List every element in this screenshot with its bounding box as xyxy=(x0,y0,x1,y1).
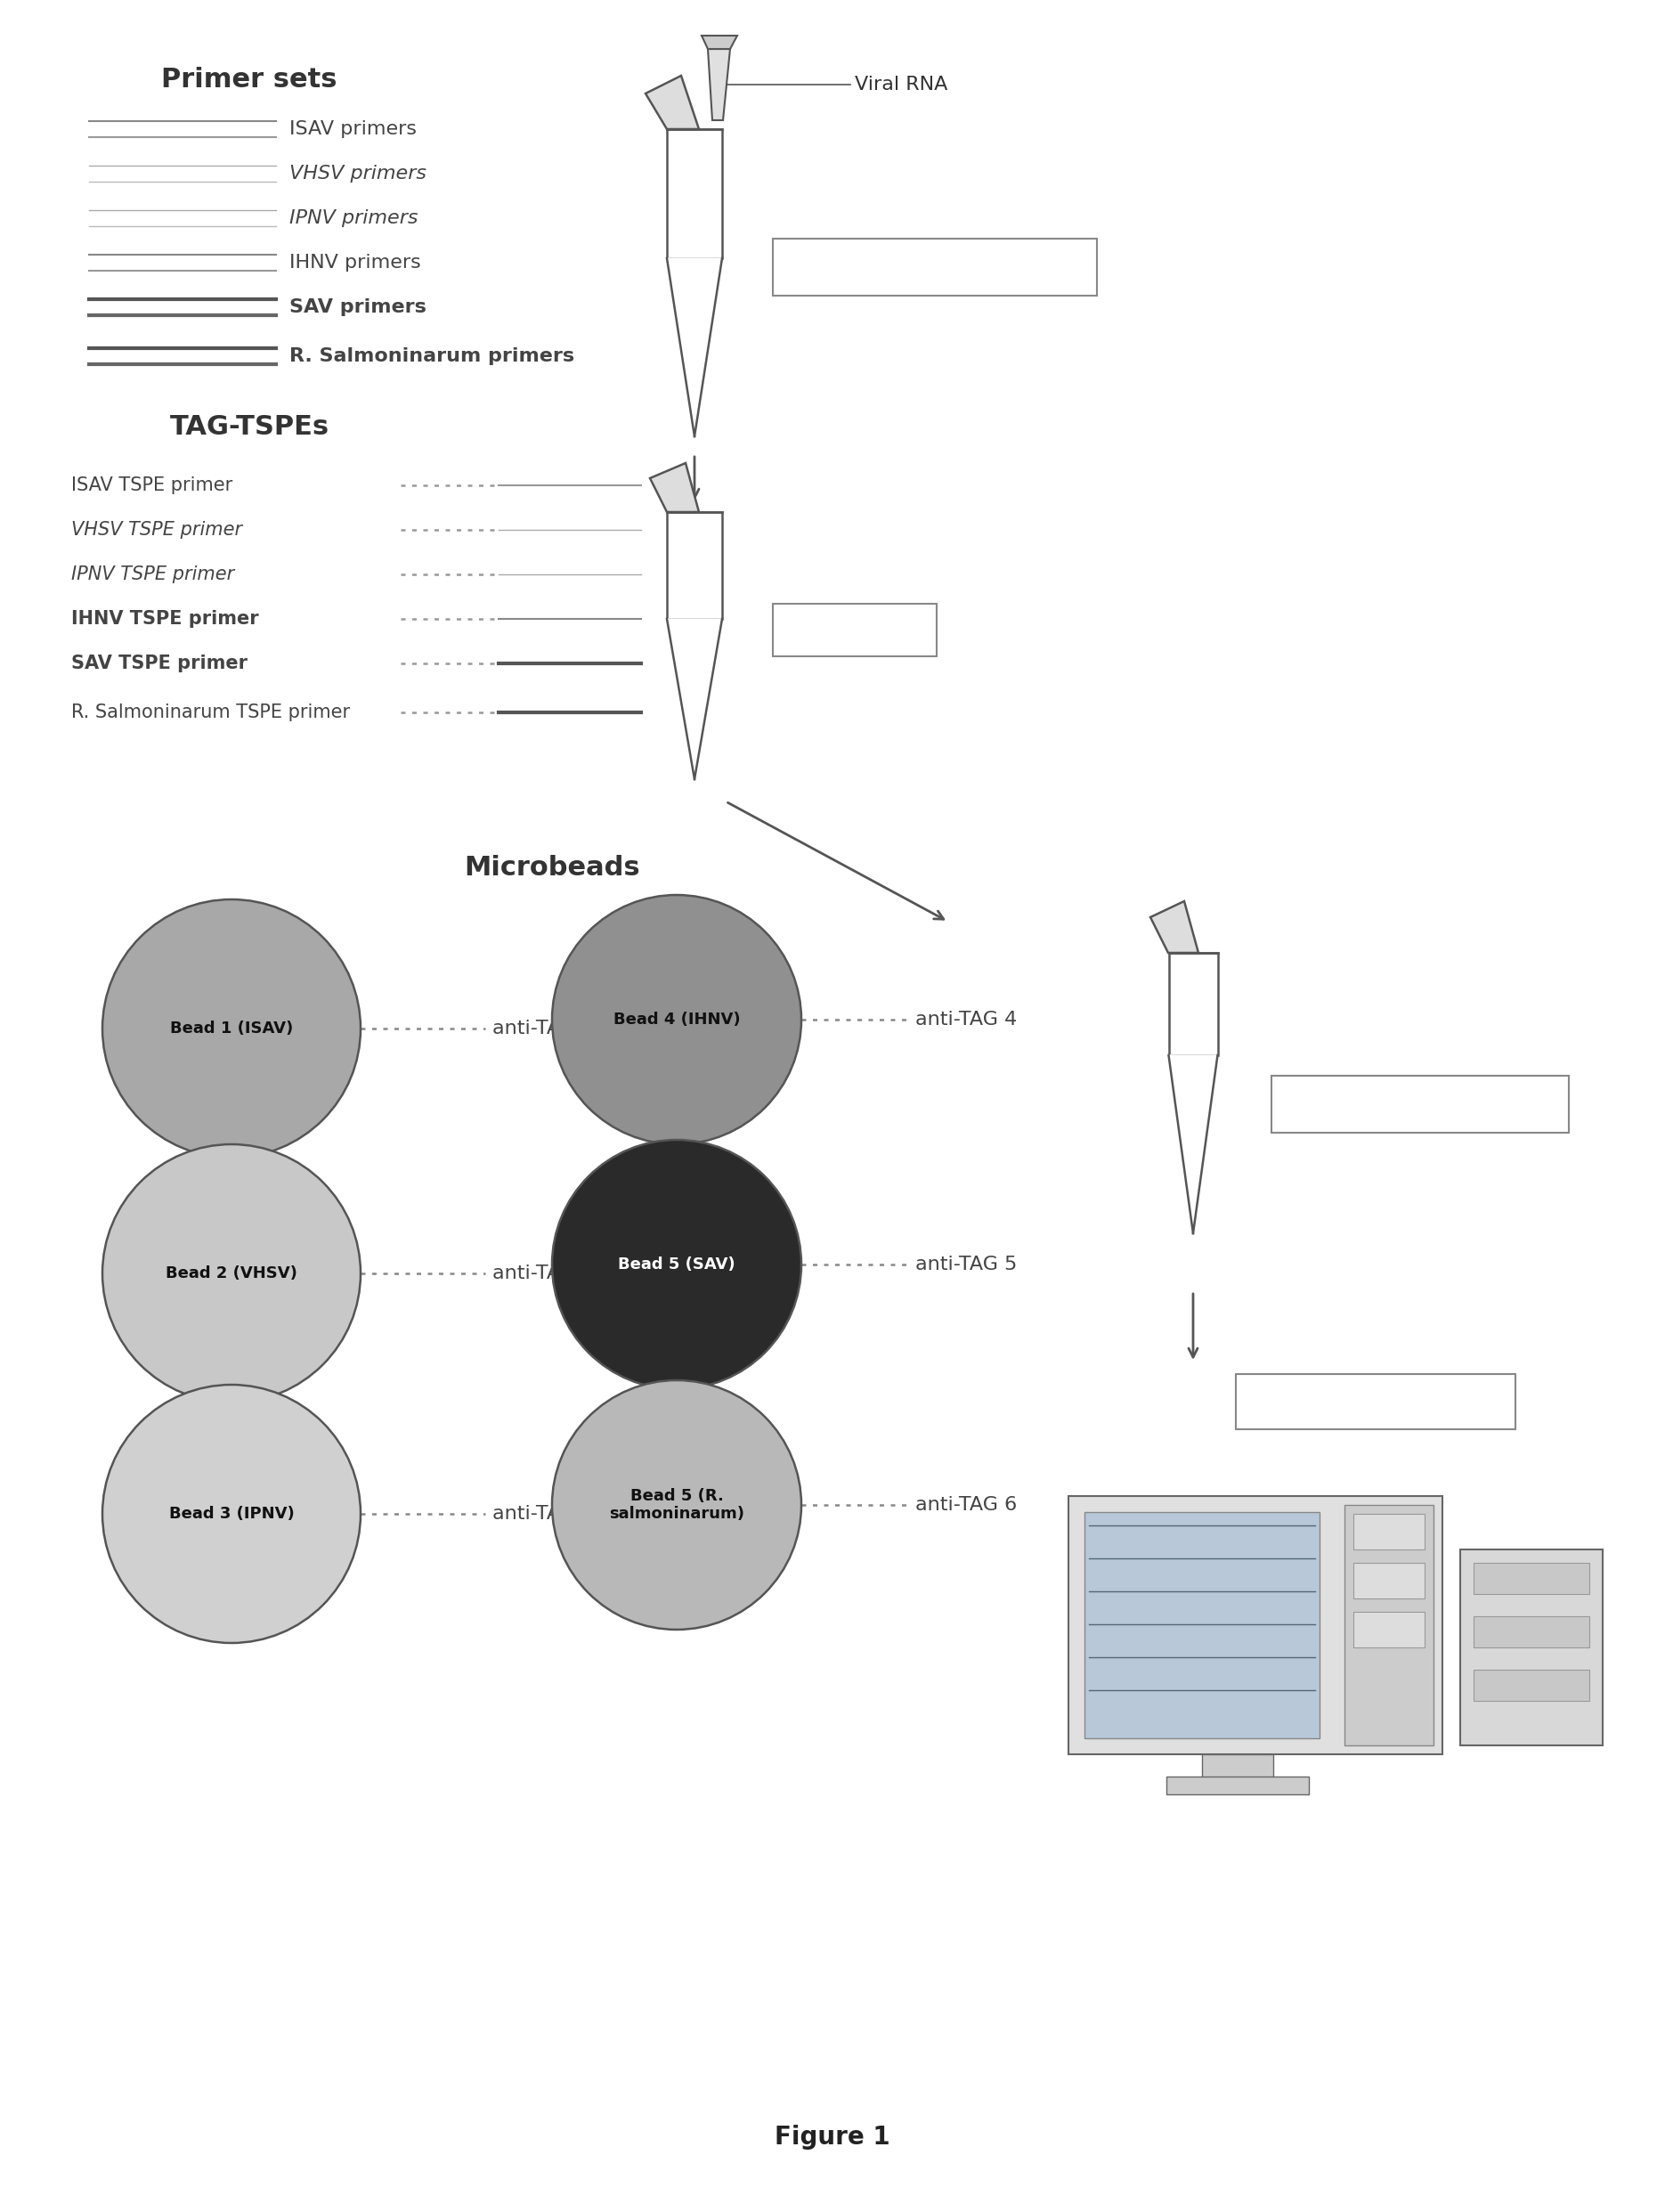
Text: IPNV primers: IPNV primers xyxy=(290,210,418,228)
Text: anti-TAG 1: anti-TAG 1 xyxy=(493,1020,594,1037)
Polygon shape xyxy=(668,619,723,779)
Text: IHNV primers: IHNV primers xyxy=(290,254,421,272)
FancyBboxPatch shape xyxy=(1272,1075,1568,1133)
Bar xyxy=(1169,953,1217,1055)
Bar xyxy=(1354,1613,1425,1648)
Text: VHSV TSPE primer: VHSV TSPE primer xyxy=(72,522,243,540)
Circle shape xyxy=(102,1385,361,1644)
Polygon shape xyxy=(1169,1055,1217,1234)
Bar xyxy=(1474,1564,1590,1595)
Text: Bead 2 (VHSV): Bead 2 (VHSV) xyxy=(165,1265,298,1281)
Circle shape xyxy=(553,1380,801,1630)
Text: TAG-TSPEs: TAG-TSPEs xyxy=(170,414,330,440)
Text: ISAV TSPE primer: ISAV TSPE primer xyxy=(72,476,233,493)
Text: Bead 3 (IPNV): Bead 3 (IPNV) xyxy=(168,1506,295,1522)
FancyBboxPatch shape xyxy=(773,239,1097,296)
Text: Bead 5 (R.
salmoninarum): Bead 5 (R. salmoninarum) xyxy=(609,1489,744,1522)
Text: SAV TSPE primer: SAV TSPE primer xyxy=(72,655,248,672)
Bar xyxy=(1084,1513,1320,1739)
Circle shape xyxy=(553,896,801,1144)
Bar xyxy=(1069,1495,1442,1754)
Polygon shape xyxy=(649,462,699,511)
Circle shape xyxy=(553,1139,801,1389)
Text: Detection: Detection xyxy=(1322,1391,1430,1411)
Bar xyxy=(1460,1548,1603,1745)
Bar xyxy=(1354,1564,1425,1599)
Text: anti-TAG 6: anti-TAG 6 xyxy=(916,1495,1017,1513)
Polygon shape xyxy=(668,259,723,436)
Text: Multiplex RT-PCR: Multiplex RT-PCR xyxy=(842,257,1027,279)
Text: IPNV TSPE primer: IPNV TSPE primer xyxy=(72,566,235,584)
Text: anti-TAG 4: anti-TAG 4 xyxy=(916,1011,1017,1029)
Polygon shape xyxy=(701,35,738,49)
Text: VHSV primers: VHSV primers xyxy=(290,164,426,184)
Text: R. Salmoninarum primers: R. Salmoninarum primers xyxy=(290,347,574,365)
Bar xyxy=(668,128,723,259)
Text: Viral RNA: Viral RNA xyxy=(854,75,947,93)
Bar xyxy=(1474,1617,1590,1648)
Bar xyxy=(1474,1670,1590,1701)
Text: TSPE: TSPE xyxy=(821,617,889,641)
Text: Primer sets: Primer sets xyxy=(162,66,338,93)
Text: Hybridization: Hybridization xyxy=(1347,1093,1494,1115)
Text: IHNV TSPE primer: IHNV TSPE primer xyxy=(72,611,258,628)
Text: R. Salmoninarum TSPE primer: R. Salmoninarum TSPE primer xyxy=(72,703,350,721)
Circle shape xyxy=(102,900,361,1157)
Polygon shape xyxy=(708,49,731,119)
FancyBboxPatch shape xyxy=(1235,1374,1515,1429)
Text: Bead 4 (IHNV): Bead 4 (IHNV) xyxy=(613,1011,741,1029)
Text: anti-TAG 5: anti-TAG 5 xyxy=(916,1256,1017,1274)
Bar xyxy=(668,511,723,619)
Circle shape xyxy=(102,1144,361,1402)
Text: Figure 1: Figure 1 xyxy=(774,2126,891,2150)
Polygon shape xyxy=(646,75,699,128)
Text: anti-TAG 2: anti-TAG 2 xyxy=(493,1265,594,1283)
Text: Bead 5 (SAV): Bead 5 (SAV) xyxy=(618,1256,736,1272)
Bar xyxy=(1354,1513,1425,1548)
Bar xyxy=(1344,1504,1434,1745)
Text: Microbeads: Microbeads xyxy=(465,854,639,880)
Text: anti-TAG 3: anti-TAG 3 xyxy=(493,1504,594,1522)
Bar xyxy=(1167,1776,1309,1794)
Text: ISAV primers: ISAV primers xyxy=(290,119,416,137)
Text: Bead 1 (ISAV): Bead 1 (ISAV) xyxy=(170,1020,293,1037)
Polygon shape xyxy=(1151,900,1199,953)
FancyBboxPatch shape xyxy=(773,604,937,657)
Bar xyxy=(1202,1754,1274,1781)
Text: SAV primers: SAV primers xyxy=(290,299,426,316)
